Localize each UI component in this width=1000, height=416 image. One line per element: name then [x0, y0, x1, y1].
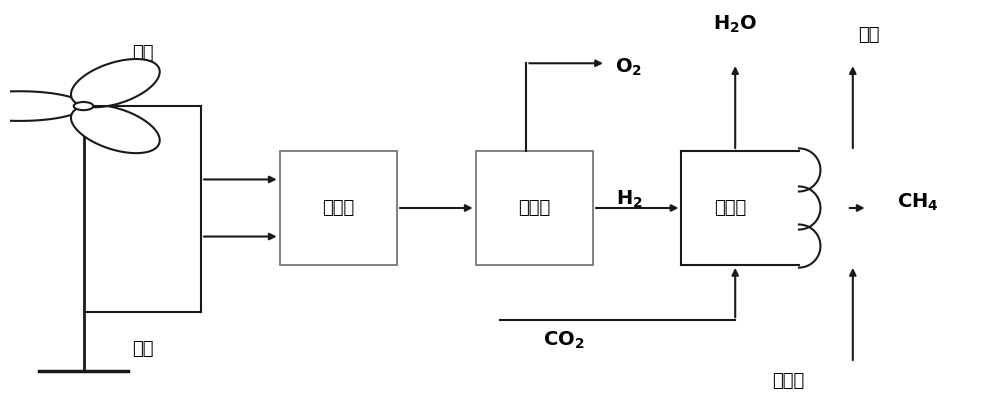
- Text: $\mathbf{H_2O}$: $\mathbf{H_2O}$: [713, 13, 757, 35]
- Bar: [681, 151, 799, 265]
- Bar: [280, 151, 397, 265]
- Polygon shape: [0, 91, 83, 121]
- Text: 控制器: 控制器: [322, 199, 354, 217]
- Text: 电解水: 电解水: [518, 199, 550, 217]
- Bar: [476, 151, 593, 265]
- Circle shape: [74, 102, 93, 110]
- Text: $\mathbf{CO_2}$: $\mathbf{CO_2}$: [543, 330, 584, 351]
- Text: 甲烷化: 甲烷化: [714, 199, 746, 217]
- Text: $\mathbf{H_2}$: $\mathbf{H_2}$: [616, 189, 643, 210]
- Polygon shape: [71, 105, 160, 153]
- Polygon shape: [71, 59, 160, 107]
- Text: 冷却水: 冷却水: [772, 372, 805, 390]
- Text: 蒸汽: 蒸汽: [858, 26, 879, 44]
- Text: 风电: 风电: [132, 44, 154, 62]
- Text: $\mathbf{CH_4}$: $\mathbf{CH_4}$: [897, 191, 939, 213]
- Text: 网电: 网电: [132, 339, 154, 358]
- Text: $\mathbf{O_2}$: $\mathbf{O_2}$: [615, 57, 642, 78]
